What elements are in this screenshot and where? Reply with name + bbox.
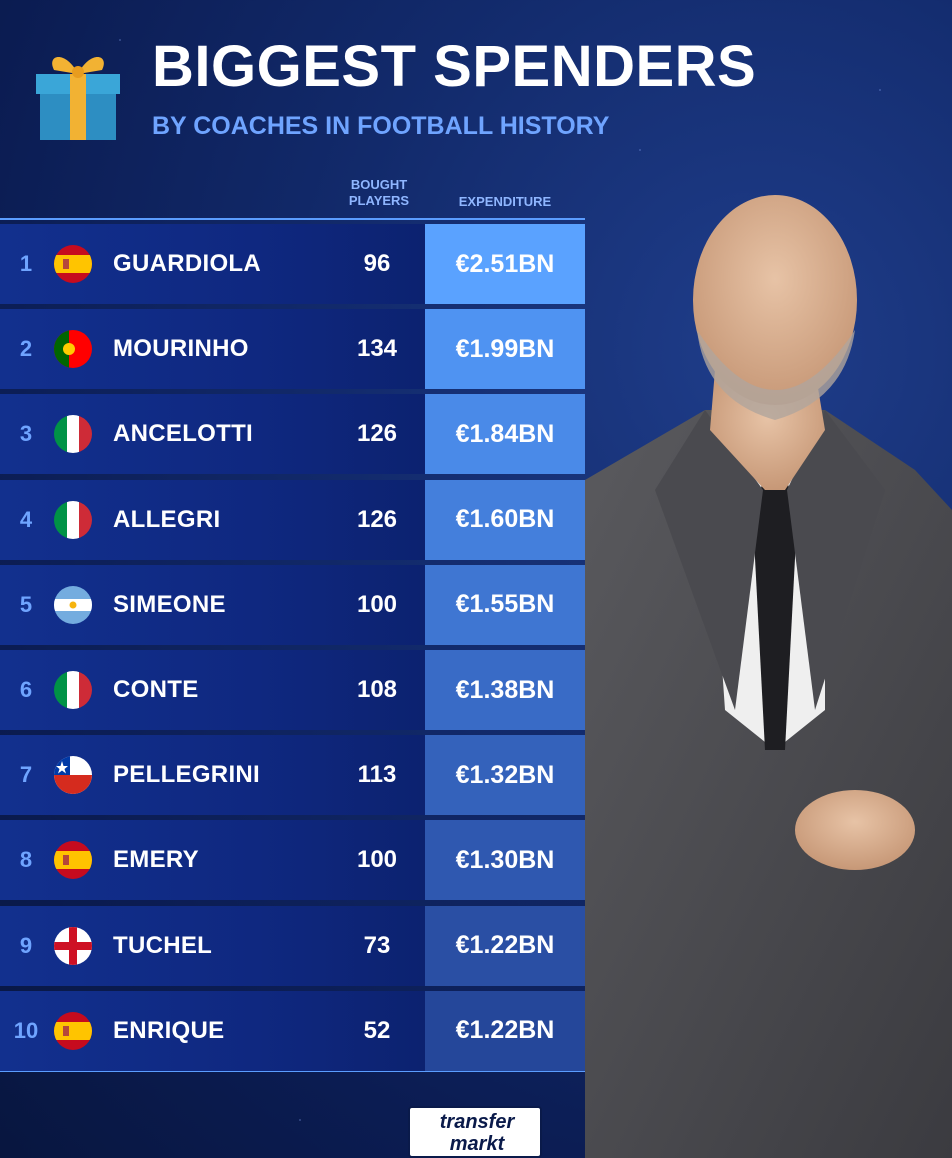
expenditure-value: €2.51BN bbox=[425, 224, 585, 304]
expenditure-value: €1.60BN bbox=[425, 479, 585, 560]
bought-players-value: 113 bbox=[357, 761, 397, 789]
table-row: 8 EMERY 100 €1.30BN bbox=[0, 820, 585, 901]
rank-number: 9 bbox=[19, 932, 33, 958]
england-flag-icon bbox=[54, 926, 92, 965]
table-row: 2 MOURINHO 134 €1.99BN bbox=[0, 309, 585, 390]
coach-name: EMERY bbox=[113, 846, 199, 874]
rank-number: 10 bbox=[13, 1017, 39, 1043]
expenditure-value: €1.84BN bbox=[425, 394, 585, 475]
expenditure-value: €1.38BN bbox=[425, 650, 585, 730]
rank-number: 6 bbox=[19, 677, 33, 702]
coach-name: PELLEGRINI bbox=[113, 761, 261, 789]
spenders-table: 1 GUARDIOLA 96 €2.51BN 2 MOURINHO 134 €1.99BN 3 A… bbox=[0, 218, 585, 1072]
rank-number: 3 bbox=[19, 421, 33, 447]
table-row: 3 ANCELOTTI 126 €1.84BN bbox=[0, 394, 585, 475]
expenditure-value: €1.22BN bbox=[425, 905, 585, 986]
expenditure-value: €1.22BN bbox=[425, 990, 585, 1071]
rank-number: 8 bbox=[19, 847, 33, 873]
column-header-bought-players: BOUGHT PLAYERS bbox=[348, 177, 410, 208]
coach-name: ENRIQUE bbox=[113, 1016, 225, 1044]
bought-players-value: 126 bbox=[356, 420, 398, 448]
bought-players-value: 134 bbox=[356, 335, 398, 363]
coach-name: GUARDIOLA bbox=[113, 250, 262, 277]
coach-name: CONTE bbox=[113, 676, 199, 703]
bought-players-value: 108 bbox=[356, 676, 398, 703]
coach-name: ALLEGRI bbox=[113, 505, 221, 533]
italy-flag-icon bbox=[54, 415, 92, 454]
rank-number: 5 bbox=[19, 591, 33, 617]
coach-name: MOURINHO bbox=[113, 335, 249, 363]
coach-photo bbox=[585, 190, 952, 1158]
rank-number: 7 bbox=[19, 762, 33, 788]
coach-name: TUCHEL bbox=[113, 931, 213, 959]
table-row: 9 TUCHEL 73 €1.22BN bbox=[0, 905, 585, 986]
table-row: 5 SIMEONE 100 €1.55BN bbox=[0, 564, 585, 645]
rank-number: 1 bbox=[19, 251, 33, 276]
table-row: 6 CONTE 108 €1.38BN bbox=[0, 650, 585, 730]
italy-flag-icon bbox=[54, 671, 92, 709]
expenditure-value: €1.99BN bbox=[425, 309, 585, 390]
bought-players-value: 100 bbox=[356, 846, 398, 874]
bought-players-value: 100 bbox=[356, 590, 398, 618]
coach-name: SIMEONE bbox=[113, 590, 226, 618]
portugal-flag-icon bbox=[54, 330, 92, 369]
transfermarkt-logo: transfer markt bbox=[408, 1106, 542, 1158]
expenditure-value: €1.32BN bbox=[425, 735, 585, 816]
spain-flag-icon bbox=[54, 1011, 92, 1050]
expenditure-value: €1.30BN bbox=[425, 820, 585, 901]
table-row: 1 GUARDIOLA 96 €2.51BN bbox=[0, 224, 585, 304]
logo-text-line2: markt bbox=[449, 1133, 505, 1155]
spain-flag-icon bbox=[54, 245, 92, 283]
spain-flag-icon bbox=[54, 841, 92, 880]
table-row: 10 ENRIQUE 52 €1.22BN bbox=[0, 990, 585, 1071]
table-row: 4 ALLEGRI 126 €1.60BN bbox=[0, 479, 585, 560]
gift-icon bbox=[26, 40, 130, 144]
bought-players-value: 52 bbox=[363, 1016, 391, 1044]
argentina-flag-icon bbox=[54, 585, 92, 624]
rank-number: 2 bbox=[19, 336, 33, 362]
column-header-expenditure: EXPENDITURE bbox=[458, 194, 552, 209]
page-title: BIGGEST SPENDERS bbox=[152, 34, 757, 99]
bought-players-value: 96 bbox=[363, 250, 391, 277]
coach-name: ANCELOTTI bbox=[113, 420, 254, 448]
bought-players-value: 73 bbox=[363, 931, 391, 959]
chile-flag-icon bbox=[54, 756, 92, 795]
bought-players-value: 126 bbox=[356, 505, 398, 533]
page-subtitle: BY COACHES IN FOOTBALL HISTORY bbox=[152, 112, 610, 140]
table-row: 7 PELLEGRINI 113 €1.32BN bbox=[0, 735, 585, 816]
rank-number: 4 bbox=[19, 506, 33, 532]
logo-text-line1: transfer bbox=[439, 1111, 515, 1133]
expenditure-value: €1.55BN bbox=[425, 564, 585, 645]
italy-flag-icon bbox=[54, 500, 92, 539]
